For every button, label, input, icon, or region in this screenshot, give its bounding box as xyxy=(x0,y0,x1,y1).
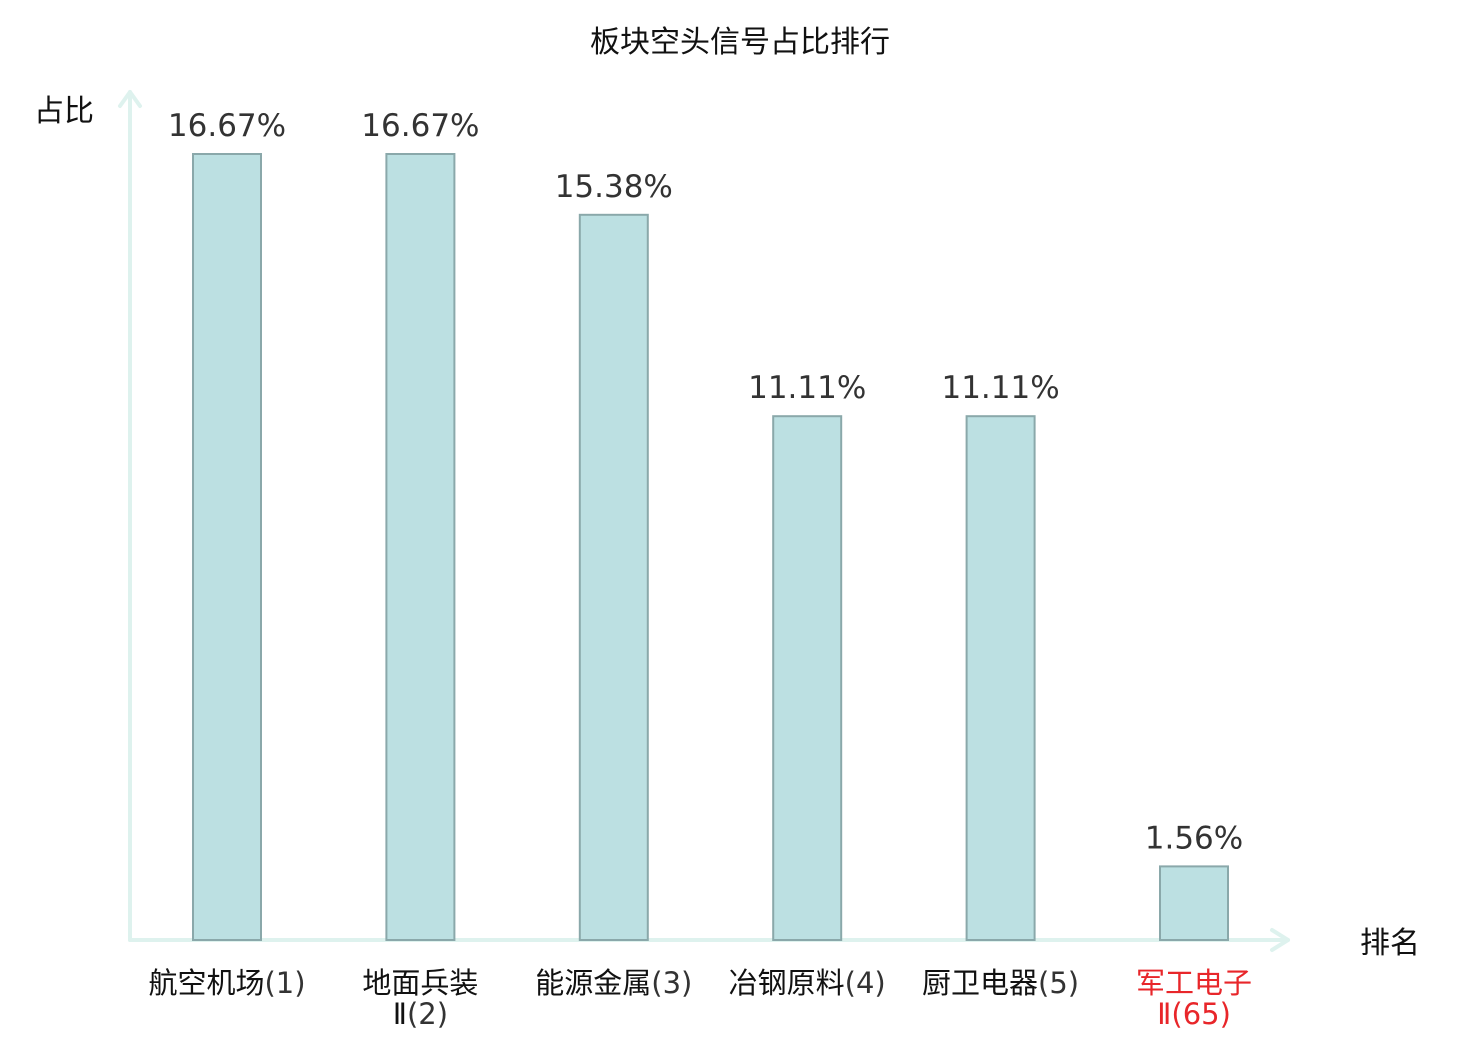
bar-2 xyxy=(385,153,456,941)
bar-3 xyxy=(578,213,649,942)
y-axis-label: 占比 xyxy=(34,94,94,129)
value-label-1: 16.67% xyxy=(168,108,286,144)
x-tick-label-6: 军工电子 Ⅱ(65) xyxy=(1136,966,1252,1031)
chart-title: 板块空头信号占比排行 xyxy=(590,25,890,60)
x-tick-label-2: 地面兵装 Ⅱ(2) xyxy=(362,966,478,1031)
x-tick-label-4: 冶钢原料(4) xyxy=(729,966,886,1000)
y-axis xyxy=(118,90,142,942)
x-tick-label-3: 能源金属(3) xyxy=(535,966,692,1000)
bars-group xyxy=(192,153,1229,942)
x-tick-label-1: 航空机场(1) xyxy=(148,966,305,1000)
x-axis-label: 排名 xyxy=(1360,926,1420,961)
value-label-3: 15.38% xyxy=(555,169,673,205)
bar-1 xyxy=(192,153,262,941)
x-axis xyxy=(128,928,1290,952)
value-label-2: 16.67% xyxy=(361,108,479,144)
bar-5 xyxy=(965,415,1036,941)
value-label-6: 1.56% xyxy=(1145,820,1243,856)
value-labels-group: 16.67% 16.67% 15.38% 11.11% 11.11% 1.56% xyxy=(168,108,1243,856)
value-label-5: 11.11% xyxy=(941,370,1059,406)
x-tick-label-5: 厨卫电器(5) xyxy=(922,966,1079,1000)
bar-4 xyxy=(772,415,843,941)
bar-6 xyxy=(1159,865,1229,942)
value-label-4: 11.11% xyxy=(748,370,866,406)
x-tick-labels-group: 航空机场(1) 地面兵装 Ⅱ(2) 能源金属(3) 冶钢原料(4) 厨卫电器(5) 军工电子… xyxy=(148,966,1252,1031)
